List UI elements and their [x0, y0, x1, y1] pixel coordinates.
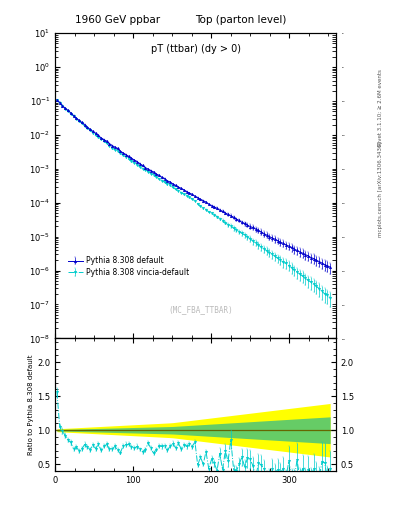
- Y-axis label: Ratio to Pythia 8.308 default: Ratio to Pythia 8.308 default: [28, 354, 34, 455]
- Text: mcplots.cern.ch [arXiv:1306.3436]: mcplots.cern.ch [arXiv:1306.3436]: [378, 142, 383, 237]
- Text: pT (ttbar) (dy > 0): pT (ttbar) (dy > 0): [151, 44, 241, 54]
- Text: Top (parton level): Top (parton level): [195, 14, 287, 25]
- Text: (MC_FBA_TTBAR): (MC_FBA_TTBAR): [169, 305, 233, 314]
- Legend: Pythia 8.308 default, Pythia 8.308 vincia-default: Pythia 8.308 default, Pythia 8.308 vinci…: [64, 253, 192, 280]
- Text: Rivet 3.1.10; ≥ 2.6M events: Rivet 3.1.10; ≥ 2.6M events: [378, 69, 383, 146]
- Text: 1960 GeV ppbar: 1960 GeV ppbar: [75, 14, 160, 25]
